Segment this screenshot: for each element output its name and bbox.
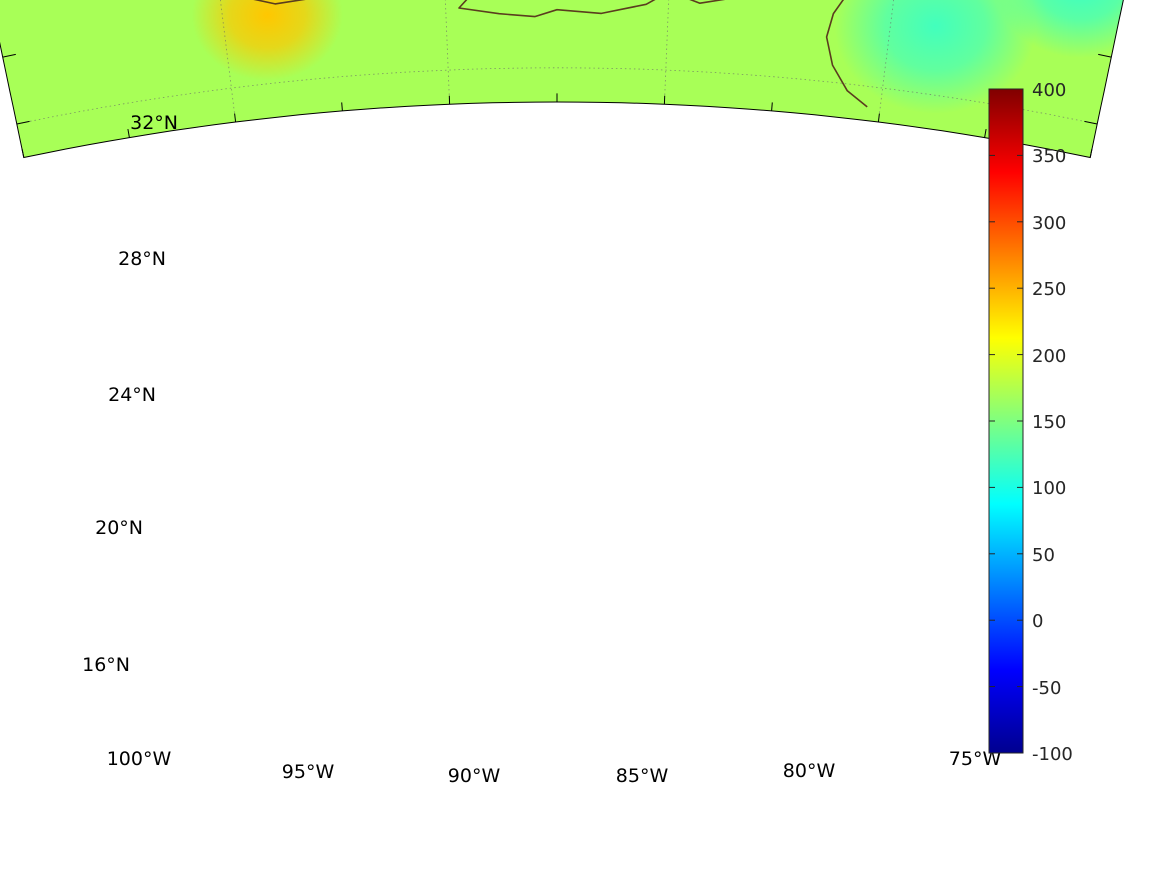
graticule-meridian — [154, 0, 236, 123]
frame-tick — [1084, 120, 1098, 125]
colorbar-label-50: 50 — [1032, 545, 1055, 566]
lat-label-32n: 32°N — [130, 112, 178, 134]
colorbar-label-150: 150 — [1032, 412, 1066, 433]
latitude-labels: 32°N 28°N 24°N 20°N 16°N — [82, 112, 178, 676]
lon-label-85w: 85°W — [616, 765, 669, 787]
colorbar-labels: 400 350 300 250 200 150 100 50 0 -50 -10… — [1032, 80, 1073, 765]
colorbar-label-200: 200 — [1032, 346, 1066, 367]
lon-label-80w: 80°W — [783, 760, 836, 782]
colorbar-label-400: 400 — [1032, 80, 1066, 101]
heat-hotspot — [834, 0, 1037, 114]
frame-ticks — [2, 53, 1112, 158]
graticule-parallel — [16, 67, 1098, 125]
colorbar-label-300: 300 — [1032, 213, 1066, 234]
lat-label-20n: 20°N — [95, 517, 143, 539]
frame-tick — [771, 102, 773, 111]
colorbar-label-minus100: -100 — [1032, 744, 1073, 765]
lon-label-100w: 100°W — [107, 748, 172, 770]
graticule-meridian — [878, 0, 960, 123]
heat-hotspot — [191, 0, 343, 81]
colorbar-label-250: 250 — [1032, 279, 1066, 300]
colorbar-label-minus50: -50 — [1032, 678, 1061, 699]
lat-label-28n: 28°N — [118, 248, 166, 270]
colorbar-label-100: 100 — [1032, 478, 1066, 499]
lon-label-90w: 90°W — [448, 765, 501, 787]
map-frame — [0, 0, 1124, 159]
frame-tick — [234, 113, 237, 123]
frame-tick — [341, 102, 343, 111]
colorbar-ticks — [989, 88, 1023, 754]
frame-tick — [21, 149, 25, 158]
colorbar-label-0: 0 — [1032, 611, 1043, 632]
frame-tick — [2, 53, 16, 58]
lat-label-16n: 16°N — [82, 654, 130, 676]
lon-label-75w: 75°W — [949, 748, 1002, 770]
longitude-labels: 100°W 95°W 90°W 85°W 80°W 75°W — [107, 748, 1002, 787]
colorbar-label-350: 350 — [1032, 146, 1066, 167]
frame-tick — [1098, 53, 1112, 58]
frame-tick — [127, 129, 130, 138]
colorbar: 400 350 300 250 200 150 100 50 0 -50 -10… — [988, 80, 1073, 765]
frame-tick — [1089, 149, 1093, 158]
graticule — [16, 0, 1098, 125]
lon-label-95w: 95°W — [282, 761, 335, 783]
lat-label-24n: 24°N — [108, 384, 156, 406]
frame-tick — [877, 113, 880, 123]
frame-tick — [984, 129, 987, 138]
frame-tick — [16, 120, 30, 125]
